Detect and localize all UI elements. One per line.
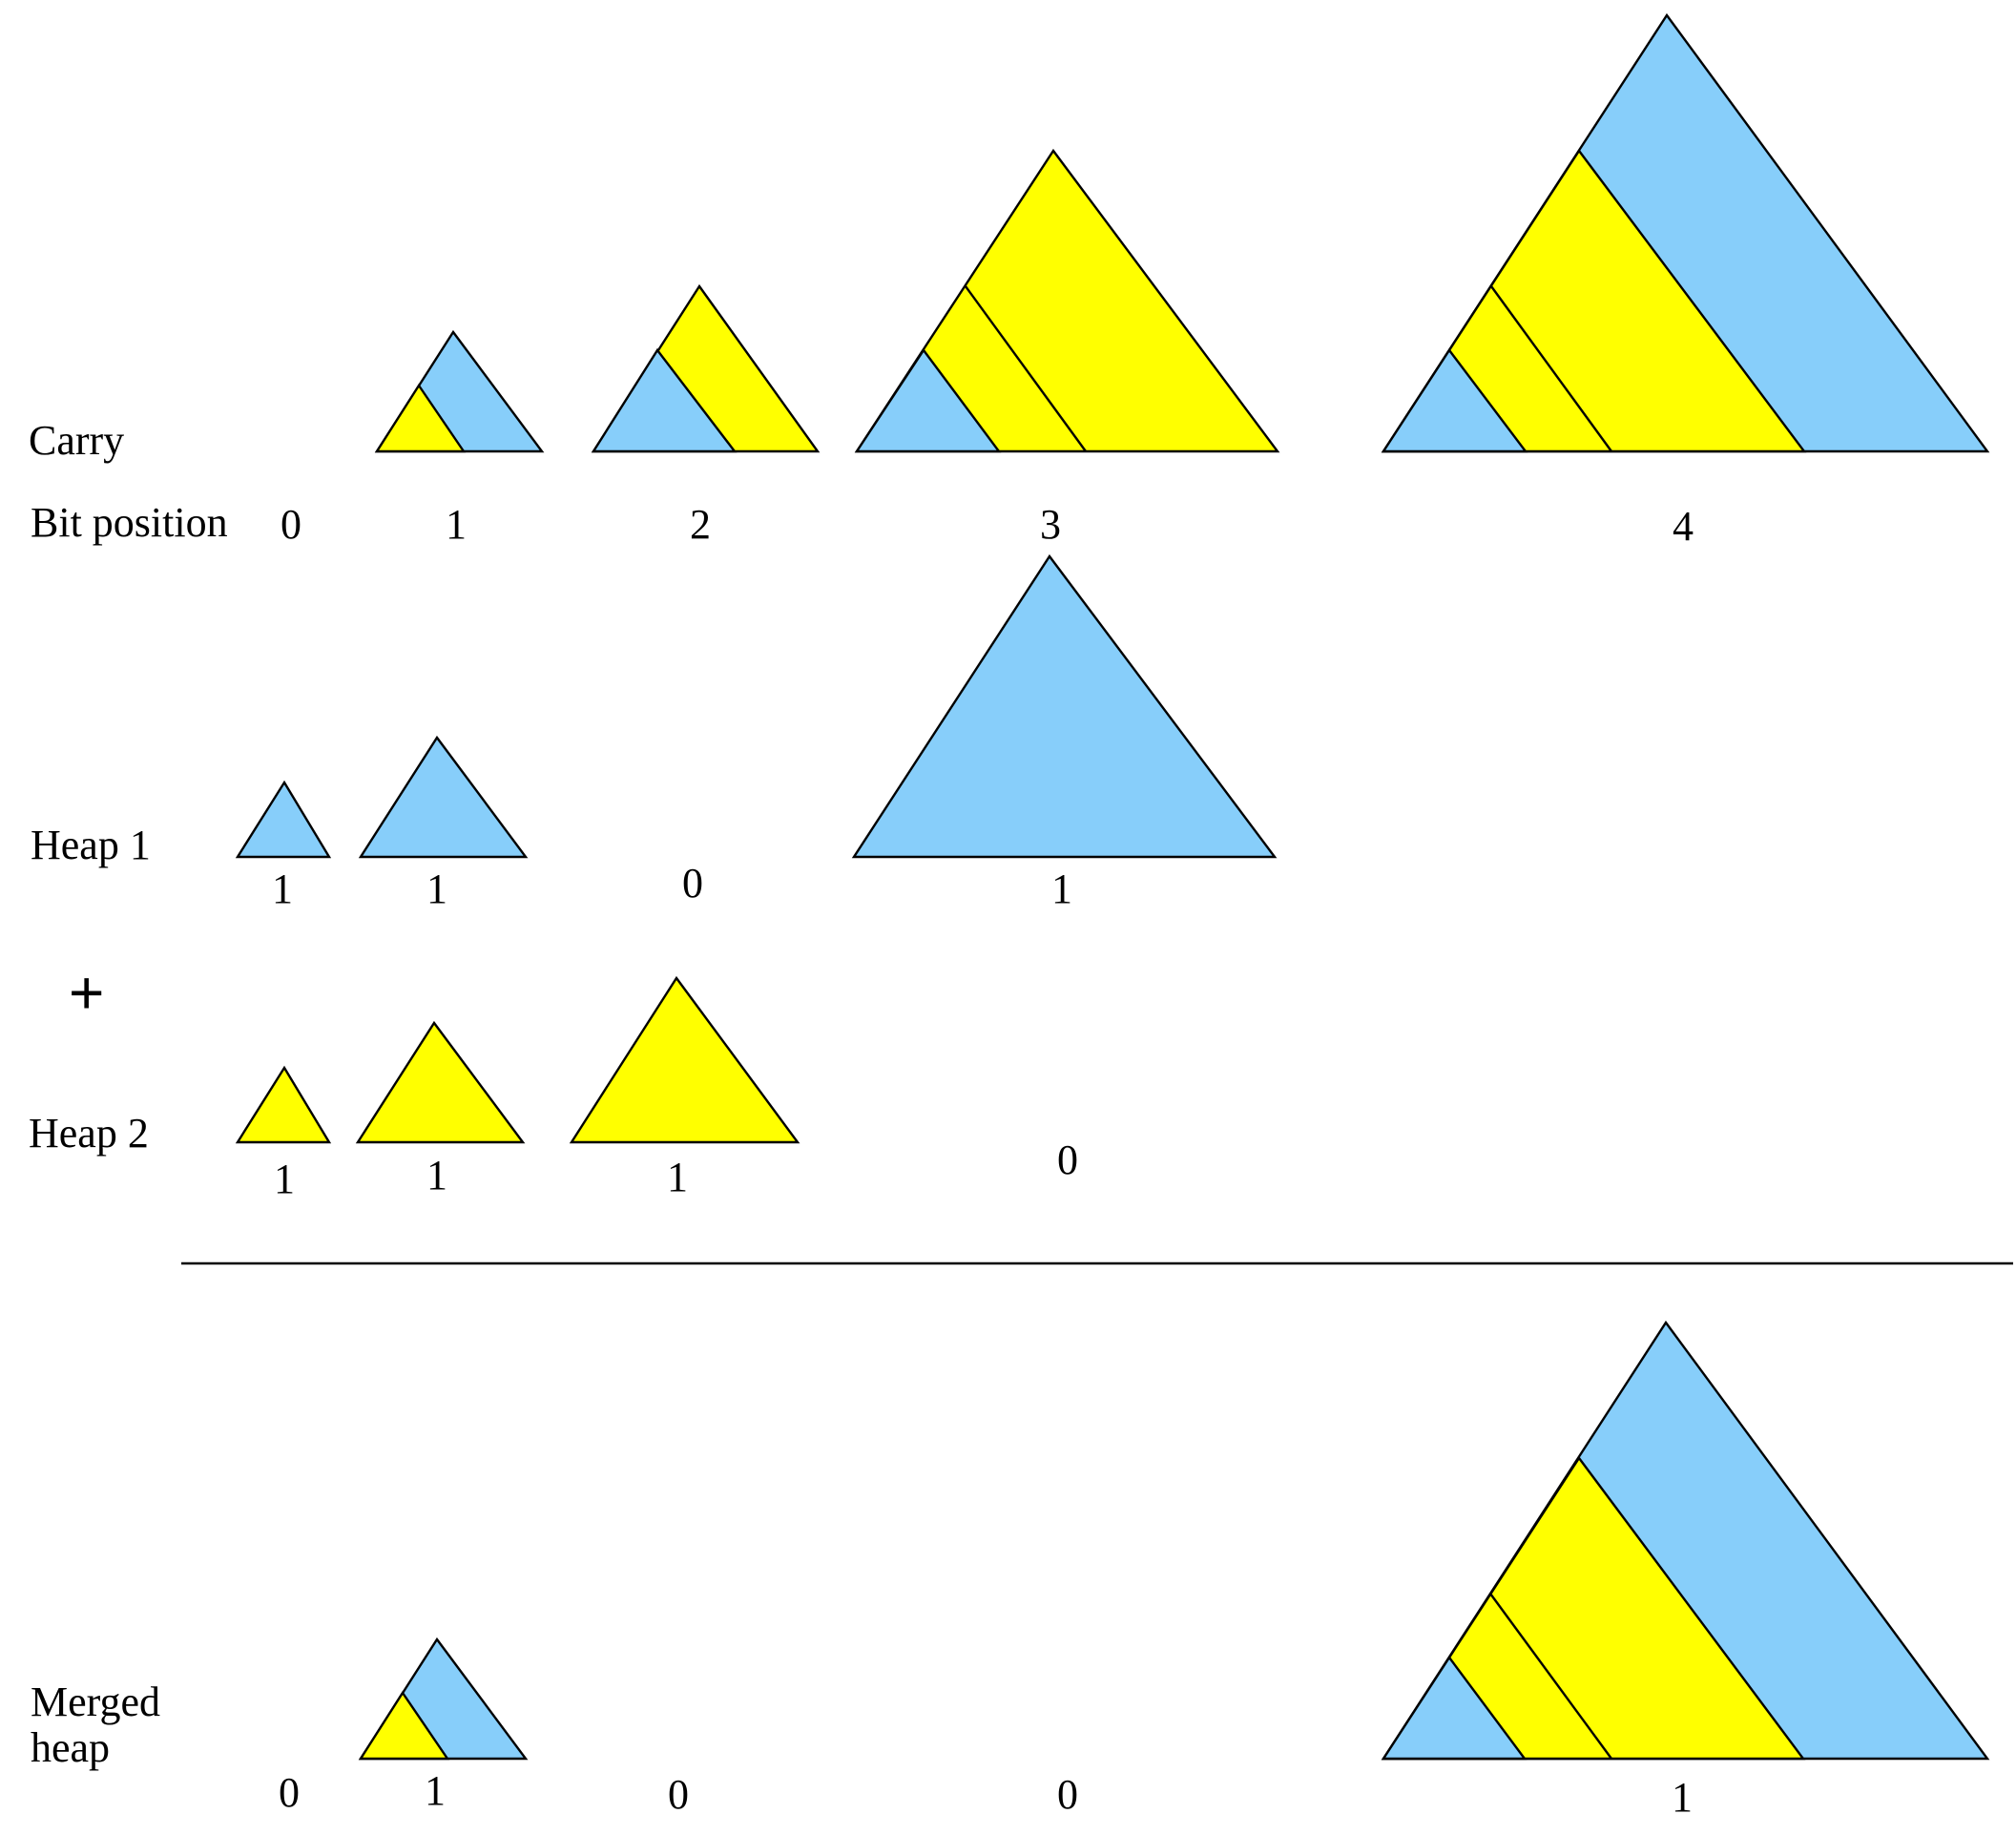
carry-tree-order-3: [854, 148, 1280, 453]
merged-bit-0: 0: [279, 1769, 300, 1816]
label-carry: Carry: [29, 417, 124, 464]
heap1-tree-order-0: [235, 780, 332, 859]
merged-bit-4: 1: [1672, 1774, 1693, 1821]
bit-position-1: 1: [446, 501, 467, 548]
heap1-bits-row: 1 1 0 1: [272, 860, 1072, 912]
plus-sign: +: [69, 958, 104, 1027]
merged-tree-order-1: [358, 1637, 529, 1761]
label-merged: Merged: [31, 1679, 160, 1725]
label-merged-heap: heap: [31, 1724, 110, 1771]
carry-tree-order-1: [374, 329, 545, 453]
bit-position-2: 2: [690, 501, 711, 548]
heap1-bit-0: 1: [272, 865, 293, 912]
heap2-bit-0: 1: [274, 1156, 295, 1202]
heap2-bit-1: 1: [426, 1152, 447, 1199]
label-bit-position: Bit position: [31, 499, 228, 546]
merged-bit-3: 0: [1057, 1771, 1078, 1818]
label-heap-2: Heap 2: [29, 1110, 149, 1157]
heap2-bits-row: 1 1 1 0: [274, 1136, 1078, 1202]
heap1-bit-3: 1: [1051, 865, 1072, 912]
carry-tree-order-2: [591, 283, 821, 453]
label-heap-1: Heap 1: [31, 822, 151, 868]
heap2-bit-3: 0: [1057, 1136, 1078, 1183]
heap2-tree-order-0: [235, 1065, 332, 1144]
bit-position-4: 4: [1673, 503, 1694, 550]
merged-tree-order-4: [1381, 1320, 1990, 1761]
merged-bit-2: 0: [668, 1771, 689, 1818]
merged-bit-1: 1: [425, 1767, 446, 1814]
bit-position-0: 0: [281, 501, 301, 548]
bit-position-row: 0 1 2 3 4: [281, 501, 1694, 550]
heap2-bit-2: 1: [667, 1154, 688, 1200]
carry-tree-order-4: [1381, 12, 1990, 453]
heap1-tree-order-3: [851, 553, 1278, 859]
heap2-tree-order-1: [355, 1020, 526, 1144]
bit-position-3: 3: [1040, 501, 1061, 548]
heap2-tree-order-2: [569, 975, 800, 1144]
heap1-bit-2: 0: [682, 860, 703, 907]
heap1-tree-order-1: [358, 735, 529, 859]
merged-bits-row: 0 1 0 0 1: [279, 1767, 1693, 1821]
heap1-bit-1: 1: [426, 865, 447, 912]
